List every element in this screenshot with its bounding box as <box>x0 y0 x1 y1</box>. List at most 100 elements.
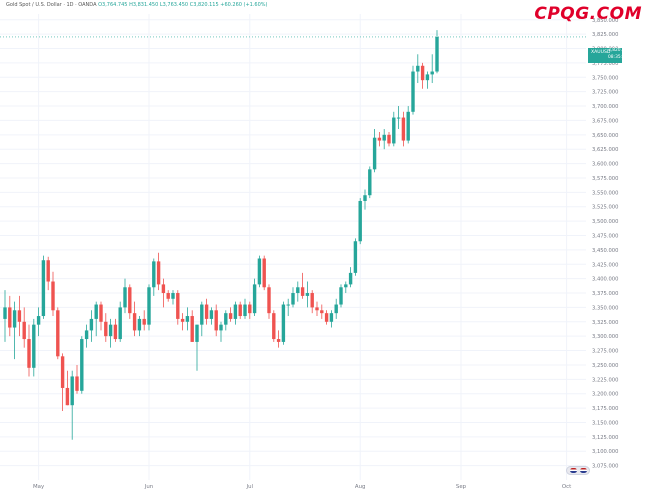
candle-body <box>320 310 324 314</box>
candle-body <box>252 284 257 314</box>
candle-body <box>27 339 31 368</box>
x-tick-label: Jun <box>144 484 153 490</box>
candle-body <box>401 117 406 141</box>
y-tick-label: 3,750.000 <box>592 75 618 81</box>
y-tick-label: 3,325.000 <box>592 320 618 326</box>
candle-body <box>185 316 190 322</box>
candle-body <box>248 304 252 314</box>
y-tick-label: 3,525.000 <box>592 205 618 211</box>
candle-body <box>425 74 430 81</box>
candle-body <box>200 304 204 325</box>
candle-body <box>84 330 89 340</box>
close-value: C3,820.115 <box>189 2 219 8</box>
candle-body <box>228 313 233 319</box>
candle-body <box>416 65 420 72</box>
brand-watermark: CPQG.COM <box>534 4 642 24</box>
candle-body <box>377 137 382 141</box>
y-tick-label: 3,775.000 <box>592 61 618 67</box>
candle-body <box>51 281 55 311</box>
y-tick-label: 3,550.000 <box>592 190 618 196</box>
y-tick-label: 3,475.000 <box>592 233 618 239</box>
y-tick-label: 3,200.000 <box>592 392 618 398</box>
x-tick-label: May <box>33 484 45 490</box>
x-tick-label: Jul <box>246 484 254 490</box>
candle-body <box>56 310 60 357</box>
candle-body <box>32 324 36 368</box>
y-tick-label: 3,825.000 <box>592 32 618 38</box>
y-tick-label: 3,350.000 <box>592 305 618 311</box>
candle-body <box>70 376 74 406</box>
candle-body <box>344 284 348 288</box>
candle-body <box>94 304 98 319</box>
candle-body <box>219 324 223 331</box>
candle-body <box>209 310 214 319</box>
candle-body <box>214 310 218 331</box>
candle-body <box>65 387 70 406</box>
high-value: H3,831.450 <box>129 2 159 8</box>
candle-body <box>190 316 194 342</box>
candle-body <box>224 313 228 325</box>
candle-body <box>339 287 343 305</box>
candle-body <box>233 304 238 319</box>
candle-body <box>358 200 362 242</box>
candle-body <box>348 272 353 285</box>
candle-body <box>180 318 185 322</box>
candle-body <box>195 324 199 342</box>
candle-body <box>166 293 170 299</box>
candle-body <box>372 137 377 170</box>
y-tick-label: 3,700.000 <box>592 104 618 110</box>
candle-body <box>363 195 367 201</box>
y-tick-label: 3,400.000 <box>592 277 618 283</box>
symbol-label: XAUUSD <box>591 50 611 55</box>
y-tick-label: 3,675.000 <box>592 118 618 124</box>
y-tick-label: 3,500.000 <box>592 219 618 225</box>
candle-body <box>123 287 127 308</box>
candle-body <box>382 134 386 141</box>
x-tick-label: Oct <box>562 484 571 490</box>
y-tick-label: 3,600.000 <box>592 162 618 168</box>
candle-body <box>257 258 262 285</box>
candle-body <box>204 304 209 319</box>
candle-body <box>89 318 94 331</box>
candle-body <box>238 304 242 317</box>
candle-body <box>406 111 410 141</box>
candle-body <box>176 293 180 319</box>
candle-body <box>99 304 103 322</box>
candle-body <box>300 287 305 296</box>
y-tick-label: 3,650.000 <box>592 133 618 139</box>
candle-body <box>118 307 122 340</box>
candle-body <box>353 241 358 273</box>
y-tick-label: 3,425.000 <box>592 262 618 268</box>
candle-body <box>296 287 300 294</box>
y-tick-label: 3,725.000 <box>592 90 618 96</box>
candle-body <box>156 261 161 285</box>
candle-body <box>128 287 132 314</box>
current-price: 3,820.115 <box>608 48 631 53</box>
candle-body <box>396 117 401 119</box>
candle-body <box>420 65 425 81</box>
candle-body <box>430 71 434 75</box>
candle-body <box>8 307 12 328</box>
candle-body <box>46 260 50 282</box>
y-tick-label: 3,450.000 <box>592 248 618 254</box>
us-flag-currency-icon[interactable] <box>566 466 590 475</box>
candle-body <box>152 261 156 288</box>
candle-body <box>291 293 295 305</box>
candle-body <box>276 339 281 342</box>
y-tick-label: 3,375.000 <box>592 291 618 297</box>
candle-body <box>315 307 319 311</box>
candle-body <box>324 313 329 322</box>
x-tick-label: Sep <box>456 484 467 490</box>
candle-body <box>171 293 175 299</box>
instrument-label: Gold Spot / U.S. Dollar · 1D · OANDA <box>6 2 97 8</box>
candle-body <box>12 310 17 328</box>
y-tick-label: 3,150.000 <box>592 420 618 426</box>
candle-body <box>80 339 84 391</box>
candle-body <box>243 304 247 317</box>
y-tick-label: 3,850.000 <box>592 18 618 24</box>
y-tick-label: 3,625.000 <box>592 147 618 153</box>
candle-body <box>329 313 334 322</box>
candle-body <box>411 71 415 112</box>
candle-body <box>132 313 137 331</box>
